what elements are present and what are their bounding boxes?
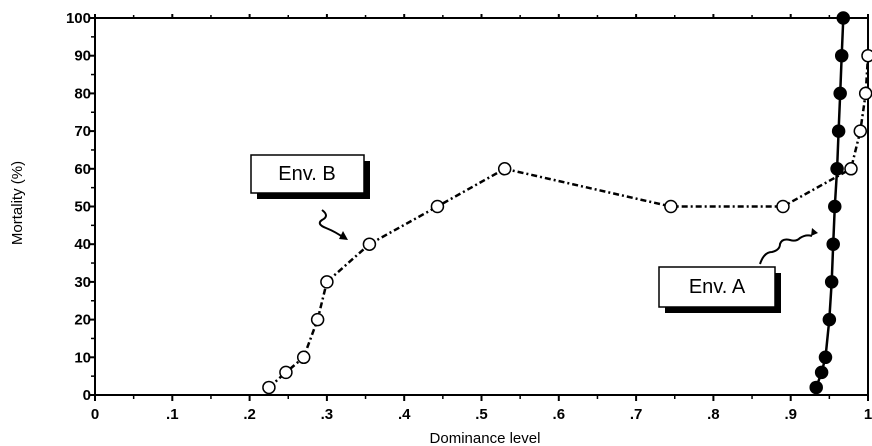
x-tick-label: .1: [166, 406, 179, 423]
data-point-env-b: [844, 162, 858, 176]
x-axis-label: Dominance level: [430, 430, 541, 446]
series-points: [262, 11, 872, 395]
data-point-env-a: [831, 124, 846, 138]
data-point-env-b: [320, 275, 334, 289]
y-tick-label: 30: [74, 274, 91, 291]
y-tick-label: 80: [74, 85, 91, 102]
series-line-env-b: [268, 55, 870, 389]
data-point-env-b: [497, 162, 512, 176]
x-tick-label: .6: [553, 406, 566, 423]
x-tick-label: .9: [784, 406, 797, 423]
data-point-env-a: [826, 237, 840, 251]
ticks: 0.1.2.3.4.5.6.7.8.9 101020304050607080901…: [66, 10, 872, 423]
data-point-env-b: [430, 199, 445, 214]
data-point-env-a: [824, 275, 839, 289]
x-tick-label: .2: [243, 406, 256, 423]
callout-env-b-text: Env. B: [278, 163, 335, 185]
data-point-env-b: [262, 380, 276, 395]
data-point-env-a: [828, 199, 842, 214]
data-point-env-a: [836, 11, 851, 25]
data-point-env-a: [818, 350, 833, 365]
y-tick-label: 70: [74, 123, 91, 140]
data-point-env-b: [279, 365, 293, 380]
data-point-env-a: [822, 312, 837, 327]
data-point-env-a: [814, 365, 829, 380]
x-tick-label: 1: [864, 406, 872, 423]
x-tick-label: .7: [630, 406, 643, 423]
callout-env-a: Env. A: [658, 228, 818, 313]
data-point-env-b: [853, 124, 868, 138]
callout-env-a-box: [658, 266, 776, 308]
x-tick-label: .3: [321, 406, 334, 423]
callout-env-a-arrowhead: [811, 228, 818, 236]
callout-env-a-text: Env. A: [689, 276, 746, 298]
y-tick-label: 0: [83, 387, 91, 404]
data-point-env-a: [833, 86, 847, 101]
data-point-env-b: [664, 199, 678, 214]
y-tick-label: 40: [74, 236, 91, 253]
x-tick-label: .5: [475, 406, 488, 423]
data-point-env-b: [858, 86, 872, 101]
callout-env-a-arrow: [759, 234, 813, 265]
y-axis-label: Mortality (%): [9, 161, 26, 245]
callout-env-b-arrow: [318, 209, 345, 239]
callout-env-b-arrowhead: [339, 231, 348, 240]
data-point-env-b: [296, 350, 311, 365]
x-tick-label: 0: [91, 406, 99, 423]
data-point-env-a: [830, 162, 844, 176]
y-tick-label: 60: [74, 161, 91, 178]
y-tick-label: 20: [74, 312, 91, 329]
data-point-env-b: [861, 48, 872, 63]
callout-env-b: Env. B: [250, 154, 370, 240]
data-point-env-b: [776, 199, 790, 214]
data-point-env-b: [310, 312, 325, 327]
x-tick-label: .8: [707, 406, 720, 423]
y-tick-label: 90: [74, 48, 91, 65]
data-point-env-b: [362, 237, 377, 251]
y-tick-label: 10: [74, 349, 91, 366]
y-tick-label: 100: [66, 10, 91, 27]
x-tick-label: .4: [398, 406, 411, 423]
y-tick-label: 50: [74, 199, 91, 216]
data-point-env-a: [809, 380, 823, 395]
data-point-env-a: [834, 48, 849, 63]
callout-env-b-box: [250, 154, 365, 194]
